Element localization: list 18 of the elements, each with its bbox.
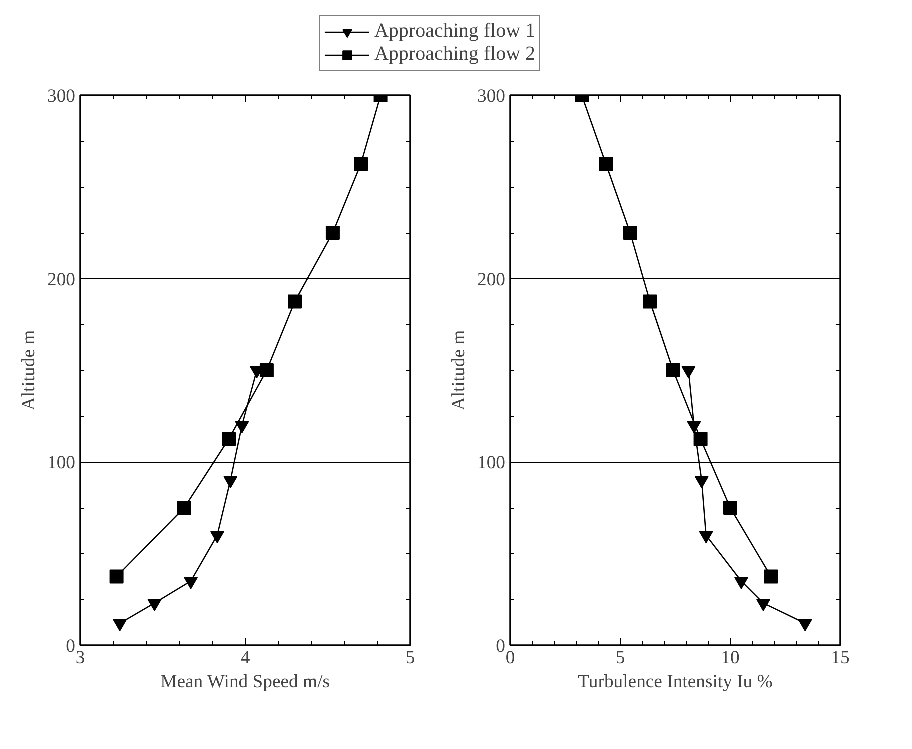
y-axis-title: Altitude m [18,330,40,411]
x-tick-label: 15 [831,648,850,668]
x-axis-title: Mean Wind Speed m/s [160,672,330,692]
y-axis-title: Altitude m [448,330,470,411]
x-axis-title: Turbulence Intensity Iu % [578,672,773,692]
x-tick-label: 4 [240,648,251,668]
x-tick-label: 10 [721,648,740,668]
legend-label: Approaching flow 1 [374,20,536,43]
x-tick-label: 5 [406,648,416,668]
y-tick-label: 300 [48,86,76,107]
x-tick-label: 5 [616,648,626,668]
y-tick-label: 100 [48,452,76,474]
y-tick-label: 200 [48,269,76,290]
y-tick-label: 100 [478,452,506,474]
y-tick-label: 200 [478,269,506,290]
legend-label: Approaching flow 2 [374,43,536,66]
x-tick-label: 3 [76,648,86,668]
y-tick-label: 300 [478,86,506,107]
